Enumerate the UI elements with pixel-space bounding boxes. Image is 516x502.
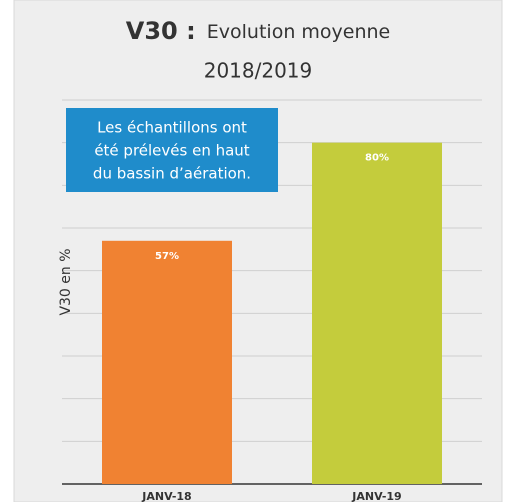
- chart-title: Evolution moyenne: [207, 21, 390, 43]
- data-label: 57%: [155, 251, 179, 262]
- bar: [102, 240, 232, 484]
- x-tick-label: JANV-18: [141, 490, 191, 502]
- annotation-line: été prélevés en haut: [94, 142, 249, 160]
- bar: [312, 142, 442, 484]
- y-axis-label: V30 en %: [58, 248, 74, 315]
- annotation-line: Les échantillons ont: [97, 119, 247, 137]
- annotation-box: [66, 108, 278, 192]
- chart-title-line: V30 : Evolution moyenne: [126, 17, 391, 45]
- annotation-line: du bassin d’aération.: [93, 165, 251, 183]
- chart-title-bold: V30 :: [126, 17, 196, 45]
- x-tick-label: JANV-19: [351, 490, 401, 502]
- chart-subtitle: 2018/2019: [204, 59, 313, 83]
- data-label: 80%: [365, 153, 389, 164]
